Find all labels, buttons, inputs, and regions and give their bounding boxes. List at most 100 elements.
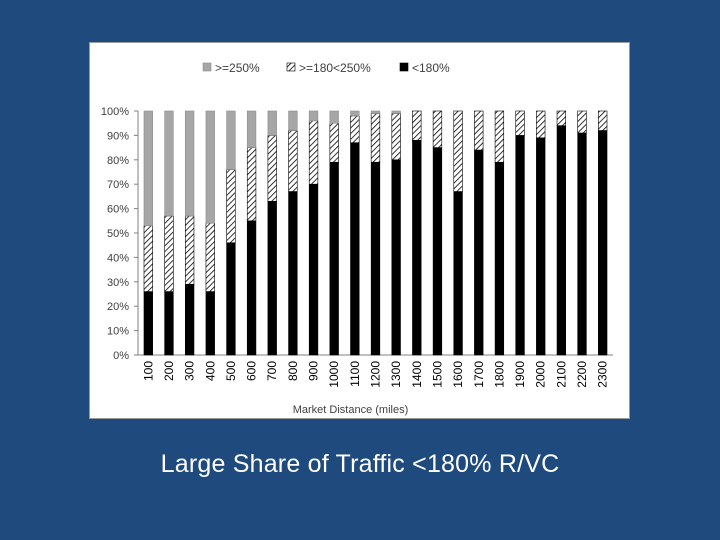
x-tick-label: 2200	[575, 361, 589, 388]
bar-segment-low	[474, 149, 484, 356]
bar-segment-mid	[598, 110, 608, 131]
bar-segment-low	[246, 220, 257, 356]
legend-swatch	[286, 62, 296, 72]
bar-segment-mid	[474, 110, 484, 151]
bar-segment-mid	[432, 110, 443, 148]
slide-caption: Large Share of Traffic <180% R/VC	[160, 450, 560, 478]
bar-segment-low	[308, 183, 319, 356]
x-tick-label: 1900	[513, 361, 527, 388]
bar-segment-low	[536, 137, 546, 356]
bar-segment-mid	[246, 147, 257, 222]
bar-segment-low	[432, 147, 443, 356]
bar-segment-low	[267, 200, 277, 356]
y-tick-label: 40%	[107, 252, 129, 264]
bar-segment-low	[370, 161, 381, 356]
x-tick-label: 900	[307, 361, 321, 381]
legend-label: >=180<250%	[299, 61, 371, 75]
x-tick-label: 600	[245, 361, 259, 381]
bar-segment-low	[164, 291, 174, 356]
bars	[143, 110, 608, 356]
x-tick-label: 1100	[348, 361, 362, 387]
bar-segment-low	[350, 142, 360, 356]
x-tick-label: 1200	[369, 361, 383, 388]
bar-segment-low	[577, 132, 587, 356]
bar-segment-mid	[577, 110, 587, 134]
bar-segment-low	[598, 130, 608, 356]
y-tick-label: 50%	[107, 228, 129, 240]
bar-segment-low	[453, 191, 463, 356]
x-tick-label: 2000	[534, 361, 548, 388]
y-tick-label: 30%	[107, 277, 129, 289]
y-tick-label: 70%	[107, 179, 129, 191]
bar-segment-high	[205, 110, 215, 224]
y-tick-label: 60%	[107, 204, 129, 216]
bar-segment-mid	[494, 110, 505, 163]
bar-segment-mid	[412, 110, 422, 141]
bar-segment-mid	[288, 130, 298, 192]
bar-segment-low	[184, 283, 195, 356]
bar-segment-low	[329, 161, 339, 356]
bar-segment-mid	[536, 110, 546, 139]
bar-segment-low	[143, 291, 153, 356]
x-tick-label: 1800	[492, 361, 506, 388]
y-tick-label: 90%	[107, 130, 129, 142]
x-tick-label: 1600	[451, 361, 465, 388]
y-tick-label: 10%	[107, 326, 129, 338]
bar-segment-low	[391, 159, 401, 356]
bar-segment-mid	[329, 122, 339, 163]
axis-labels: 0% 10% 20% 30% 40% 50% 60% 70% 80% 90% 100% 100 200 3…	[101, 106, 610, 416]
bar-segment-high	[267, 110, 277, 136]
bar-segment-high	[391, 110, 401, 114]
x-tick-label: 1000	[327, 361, 341, 388]
bar-segment-mid	[556, 110, 567, 126]
bar-segment-high	[370, 110, 381, 114]
bar-segment-mid	[370, 113, 381, 163]
y-tick-label: 20%	[107, 301, 129, 313]
stacked-bar-chart: >=250% >=180<250% <180% 0% 10% 20% 30% 40% 50% 6…	[101, 61, 613, 416]
bar-segment-low	[556, 125, 567, 356]
bar-segment-mid	[308, 120, 319, 185]
bar-segment-high	[226, 110, 236, 170]
bar-segment-high	[246, 110, 257, 148]
bar-segment-low	[205, 291, 215, 356]
bar-segment-low	[226, 242, 236, 356]
x-tick-label: 300	[183, 361, 197, 381]
y-tick-label: 80%	[107, 155, 129, 167]
bar-segment-mid	[226, 169, 236, 244]
legend-swatch	[202, 62, 212, 72]
bar-segment-high	[164, 110, 174, 217]
x-tick-label: 100	[141, 361, 155, 381]
bar-segment-high	[143, 110, 153, 226]
x-tick-label: 1500	[430, 361, 444, 388]
bar-segment-high	[184, 110, 195, 217]
legend: >=250% >=180<250% <180%	[202, 61, 450, 75]
legend-label: >=250%	[215, 61, 260, 75]
x-tick-label: 200	[162, 361, 176, 381]
bar-segment-mid	[205, 222, 215, 292]
x-tick-label: 800	[286, 361, 300, 381]
bar-segment-high	[350, 110, 360, 117]
x-tick-label: 2100	[554, 361, 568, 388]
bar-segment-mid	[164, 215, 174, 292]
x-tick-label: 2300	[596, 361, 610, 388]
bar-segment-mid	[453, 110, 463, 192]
bar-segment-high	[288, 110, 298, 131]
x-tick-label: 1400	[410, 361, 424, 388]
bar-segment-mid	[184, 215, 195, 285]
x-tick-label: 1700	[472, 361, 486, 388]
bar-segment-mid	[143, 225, 153, 292]
bar-segment-high	[329, 110, 339, 124]
legend-label: <180%	[412, 61, 450, 75]
x-tick-label: 400	[203, 361, 217, 381]
chart-panel: >=250% >=180<250% <180% 0% 10% 20% 30% 40% 50% 6…	[89, 42, 630, 419]
bar-segment-low	[515, 135, 525, 356]
x-tick-label: 700	[265, 361, 279, 381]
bar-segment-low	[494, 161, 505, 356]
bar-segment-low	[288, 191, 298, 356]
y-tick-label: 0%	[113, 350, 129, 362]
bar-segment-mid	[267, 135, 277, 202]
y-tick-label: 100%	[101, 106, 129, 118]
legend-swatch	[399, 62, 409, 72]
x-tick-label: 1300	[389, 361, 403, 388]
bar-segment-mid	[515, 110, 525, 136]
